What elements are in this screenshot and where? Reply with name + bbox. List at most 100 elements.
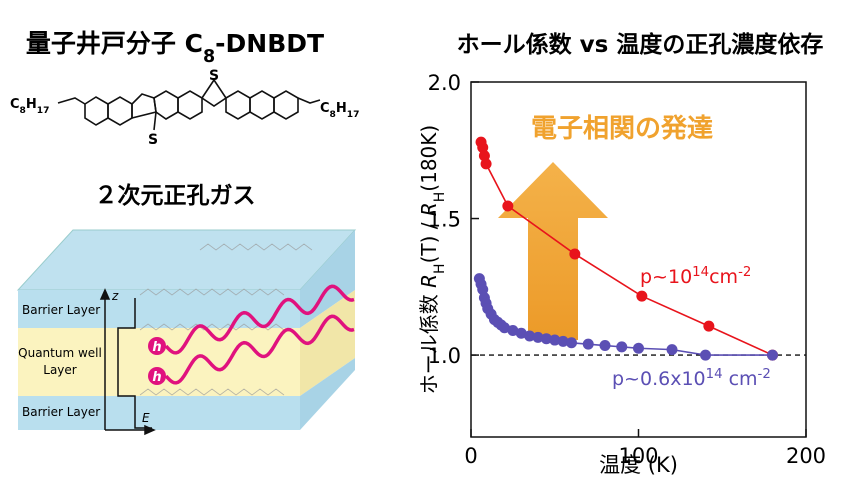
- point: [636, 290, 648, 302]
- text-part: 8: [203, 47, 215, 67]
- axis-label: E: [142, 411, 150, 425]
- chain-label: C8H17: [10, 97, 49, 116]
- axis-label: z: [111, 289, 119, 303]
- bond: [297, 97, 321, 104]
- ring: [225, 90, 251, 120]
- ring: [273, 90, 299, 120]
- point: [477, 284, 489, 296]
- sulfur-label: S: [209, 68, 219, 84]
- point: [515, 327, 527, 339]
- series-line: [480, 141, 773, 356]
- series-label: p~0.6x1014 cm-2: [612, 367, 771, 391]
- wave: [164, 314, 355, 385]
- point: [524, 330, 536, 342]
- x-tick-label: 200: [786, 444, 826, 468]
- text-part: R: [417, 274, 441, 288]
- ring: [177, 90, 203, 120]
- hole-label: h: [152, 340, 161, 355]
- bond: [153, 111, 157, 131]
- hole-label: h: [152, 370, 161, 385]
- ring: [153, 90, 179, 120]
- annotation: 電子相関の発達: [531, 114, 713, 144]
- layer-label: Layer: [43, 363, 77, 377]
- layer-label: Barrier Layer: [22, 405, 100, 419]
- text-part: cm: [723, 368, 758, 390]
- hole: [148, 337, 166, 355]
- text-part: 8: [20, 106, 26, 116]
- text-part: H: [432, 263, 448, 274]
- text-part: 17: [347, 110, 360, 120]
- text-part: 8: [330, 110, 336, 120]
- barrier-bottom: [18, 396, 300, 430]
- point: [540, 333, 552, 345]
- ring: [84, 96, 109, 126]
- text-part: C: [10, 97, 20, 112]
- wave: [164, 284, 355, 355]
- layer-label: Barrier Layer: [22, 303, 100, 317]
- hole: [148, 367, 166, 385]
- barrier-top: [18, 290, 300, 328]
- text-part: ホール係数: [417, 288, 441, 394]
- text-part: (180K): [417, 125, 441, 192]
- text-part: p~10: [640, 266, 692, 288]
- point: [557, 335, 569, 347]
- series-label: p~1014cm-2: [640, 265, 751, 289]
- y-tick-label: 1.5: [428, 208, 461, 232]
- point: [499, 322, 510, 334]
- y-tick-label: 1.0: [428, 344, 461, 368]
- point: [480, 158, 492, 170]
- point: [507, 325, 519, 336]
- point: [767, 349, 778, 361]
- text-part: 14: [706, 367, 723, 382]
- text-part: -2: [758, 367, 771, 382]
- layer-label: Quantum well: [18, 346, 102, 360]
- point: [582, 338, 594, 350]
- point: [633, 342, 644, 354]
- point: [569, 248, 581, 260]
- point: [566, 337, 577, 349]
- text-part: 17: [37, 106, 50, 116]
- text-part: (T) /: [417, 216, 441, 263]
- chain-label: C8H17: [320, 101, 359, 120]
- text-part: -DNBDT: [215, 29, 324, 58]
- text-part: cm: [709, 266, 738, 288]
- text-part: 量子井戸分子 C: [26, 29, 203, 58]
- point: [703, 320, 715, 332]
- text-part: H: [432, 192, 448, 203]
- x-tick-label: 0: [464, 444, 477, 468]
- left-title: 量子井戸分子 C8-DNBDT: [26, 29, 324, 67]
- arrowhead: [99, 288, 111, 300]
- text-part: C: [320, 101, 330, 116]
- molecule: [57, 78, 321, 131]
- sulfur-label: S: [148, 132, 158, 148]
- point: [532, 331, 544, 343]
- energy-profile: [99, 288, 156, 436]
- point: [549, 334, 561, 346]
- point: [502, 200, 514, 212]
- side: [300, 230, 355, 328]
- arrow: [498, 162, 608, 340]
- arrowhead: [144, 424, 156, 436]
- text-part: H: [336, 101, 347, 116]
- point: [599, 340, 611, 352]
- slab: [16, 229, 357, 430]
- side: [300, 358, 355, 430]
- y-tick-label: 2.0: [428, 71, 461, 95]
- text-part: R: [417, 202, 441, 216]
- text-part: 14: [692, 265, 709, 280]
- text-part: H: [26, 97, 37, 112]
- bond: [57, 97, 86, 105]
- point: [616, 341, 628, 353]
- x-tick-label: 100: [618, 444, 658, 468]
- profile: [117, 298, 152, 429]
- point: [478, 150, 490, 162]
- y-axis-label: ホール係数 RH(T) / RH(180K): [417, 125, 448, 394]
- hole-waves: [164, 284, 355, 385]
- text-part: p~0.6x10: [612, 368, 706, 390]
- chart-title: ホール係数 vs 温度の正孔濃度依存: [457, 31, 824, 58]
- molecular-pattern: [139, 243, 313, 396]
- side: [300, 290, 355, 396]
